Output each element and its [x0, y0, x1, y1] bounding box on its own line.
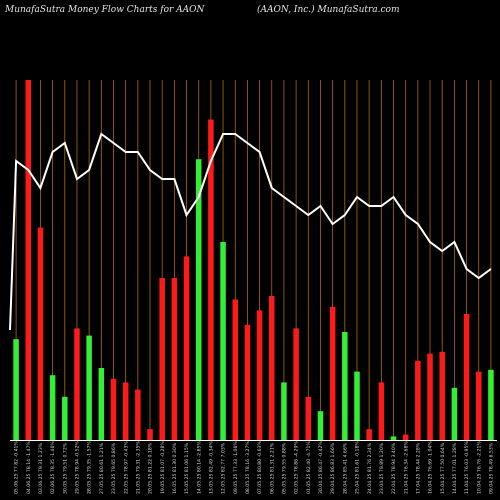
money-flow-bar: [62, 396, 68, 440]
x-axis-label: 30.04.25 86.47 -0.42%: [318, 441, 324, 494]
x-axis-label: 03.06.25 79.31 1.23%: [38, 442, 44, 494]
money-flow-bar: [402, 434, 409, 440]
money-flow-bar: [269, 296, 275, 440]
x-axis-label: 22.05.25 78.97 -0.43%: [123, 441, 129, 494]
x-axis-label: 11.04.25 76.03 -0.95%: [464, 441, 470, 494]
money-flow-bar: [13, 339, 19, 440]
money-flow-bar: [439, 351, 445, 440]
money-flow-bar: [354, 371, 360, 440]
chart-subtitle: (AAON, Inc.) MunafaSutra.com: [257, 4, 400, 15]
x-axis-label: 24.04.25 81.76 2.34%: [367, 442, 373, 494]
x-axis-label: 02.05.25 78.86 -4.29%: [294, 441, 300, 494]
x-axis-label: 27.05.25 80.61 1.21%: [99, 442, 105, 494]
x-axis-label: 15.05.25 81.06 1.15%: [184, 442, 190, 494]
x-axis-label: 04.06.25 78.14 -1.47%: [26, 441, 32, 494]
money-flow-bar: [317, 411, 324, 440]
x-axis-label: 10.04.25 76.76 -2.21%: [476, 441, 482, 494]
x-axis-label: 02.06.25 78.35 -1.46%: [50, 441, 56, 494]
x-axis-label: 25.04.25 81.61 -0.18%: [355, 441, 361, 494]
money-flow-bar: [305, 396, 312, 440]
money-flow-bar: [256, 310, 263, 440]
x-axis-label: 22.04.25 78.94 3.40%: [391, 442, 397, 494]
x-axis-label: 14.05.25 80.14 -2.85%: [196, 441, 202, 494]
money-flow-bars: [13, 80, 494, 440]
money-flow-bar: [390, 436, 397, 440]
money-flow-bar: [171, 278, 178, 440]
x-axis-label: 28.04.25 85.41 4.66%: [342, 442, 348, 494]
money-flow-bar: [220, 242, 226, 440]
x-axis-label: 13.05.25 82.49 -0.34%: [208, 441, 214, 494]
money-flow-bar: [147, 429, 153, 440]
x-axis-label: 29.05.25 78.94 -0.52%: [75, 441, 81, 494]
money-flow-bar: [232, 299, 238, 440]
x-axis-label: 16.04.25 76.69 -1.04%: [428, 441, 434, 494]
x-axis-label: 21.05.25 79.31 -2.35%: [135, 441, 141, 494]
money-flow-bar: [342, 332, 348, 440]
money-flow-bar: [37, 227, 44, 440]
money-flow-bar: [110, 378, 117, 440]
x-axis-label: 01.05.25 82.40 -4.71%: [306, 441, 312, 494]
money-flow-bar: [463, 314, 470, 440]
x-axis-label: 20.05.25 81.22 0.18%: [148, 442, 154, 494]
money-flow-bar: [122, 382, 129, 440]
money-flow-bar: [244, 324, 251, 440]
x-axis-label: 21.04.25 76.34 -2.68%: [403, 441, 409, 494]
x-axis-label: 29.04.25 86.83 1.66%: [330, 442, 336, 494]
money-flow-bar: [74, 328, 80, 440]
x-axis-label: 09.05.25 77.33 -1.06%: [233, 441, 239, 494]
x-axis-label: 17.04.25 78.44 2.28%: [415, 442, 421, 494]
money-flow-bar: [366, 429, 372, 440]
money-flow-bar: [49, 375, 56, 440]
x-axis-label: 30.05.25 79.51 0.72%: [62, 442, 68, 494]
money-flow-bar: [488, 369, 494, 440]
x-axis-label: 06.05.25 81.31 2.21%: [269, 442, 275, 494]
x-axis-label: 12.05.25 82.77 7.03%: [221, 442, 227, 494]
money-flow-bar: [135, 389, 141, 440]
x-axis-label: 19.05.25 81.07 -0.28%: [160, 441, 166, 494]
money-flow-bar: [183, 256, 190, 440]
money-flow-bar: [195, 159, 202, 440]
price-line: [9, 132, 492, 331]
money-flow-bar: [98, 368, 105, 440]
money-flow-bar: [415, 360, 421, 440]
money-flow-bar: [329, 306, 336, 440]
money-flow-bar: [281, 382, 287, 440]
money-flow-bar: [475, 371, 482, 440]
x-axis-label: 15.04.25 77.50 0.64%: [440, 442, 446, 494]
money-flow-bar: [293, 328, 299, 440]
x-axis-label: 14.04.25 77.01 1.28%: [452, 442, 458, 494]
x-axis-label: 05.05.25 79.55 0.88%: [282, 442, 288, 494]
x-axis-label: 09.04.25 78.49 6.53%: [489, 442, 495, 494]
x-axis-labels: 05.06.25 77.82 -0.41% 04.06.25 78.14 -1.4…: [14, 441, 495, 494]
x-axis-label: 23.04.25 79.89 1.20%: [379, 442, 385, 494]
x-axis-label: 28.05.25 79.35 -1.57%: [87, 441, 93, 494]
x-axis-label: 23.05.25 79.65 0.86%: [111, 442, 117, 494]
x-axis-label: 05.06.25 77.82 -0.41%: [14, 441, 20, 494]
money-flow-bar: [451, 387, 458, 440]
money-flow-bar: [378, 382, 385, 440]
money-flow-bar: [427, 353, 433, 440]
money-flow-bar: [86, 335, 92, 440]
x-axis-label: 08.05.25 78.16 -3.27%: [245, 441, 251, 494]
x-axis-label: 16.05.25 81.30 0.30%: [172, 442, 178, 494]
x-axis-label: 07.05.25 80.80 -0.63%: [257, 441, 263, 494]
money-flow-bar: [25, 80, 32, 440]
chart-title: MunafaSutra Money Flow Charts for AAON: [4, 5, 206, 15]
money-flow-bar: [208, 119, 214, 440]
money-flow-bar: [159, 278, 165, 440]
